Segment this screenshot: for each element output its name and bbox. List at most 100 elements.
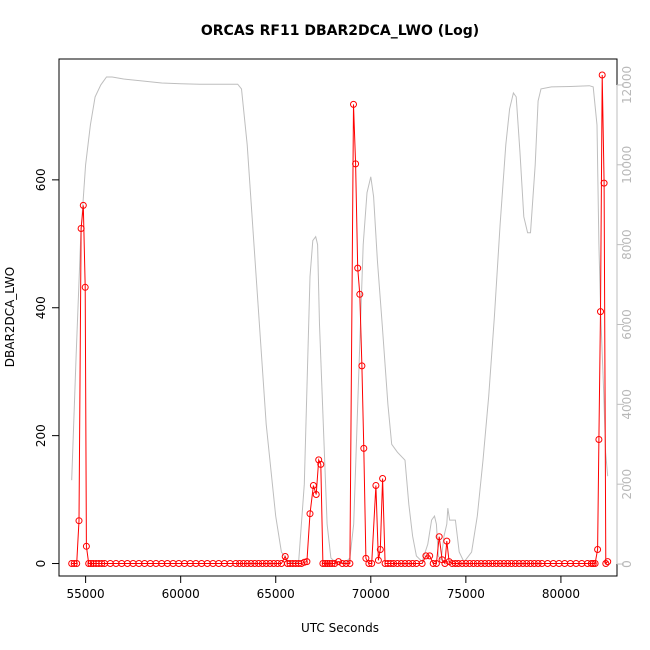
data-point — [397, 560, 405, 567]
data-point — [458, 560, 466, 567]
data-point — [274, 560, 282, 567]
data-point — [489, 560, 496, 567]
data-point — [328, 560, 336, 567]
secondary-y-tick-label: 6000 — [620, 309, 634, 340]
data-point — [70, 560, 78, 567]
data-point — [266, 560, 274, 567]
data-point — [534, 560, 542, 567]
data-point — [236, 560, 244, 567]
data-point — [85, 560, 93, 567]
data-point — [368, 560, 376, 567]
data-point — [598, 71, 606, 79]
x-tick-label: 70000 — [352, 587, 390, 601]
x-tick-label: 75000 — [447, 587, 485, 601]
data-point — [393, 560, 401, 567]
data-point — [75, 517, 83, 525]
data-point — [306, 510, 314, 518]
data-point — [258, 560, 266, 567]
data-point — [326, 560, 334, 567]
data-point — [309, 482, 317, 489]
data-point — [270, 560, 278, 567]
data-point — [589, 560, 597, 567]
data-point — [418, 560, 426, 567]
data-point — [462, 560, 470, 567]
data-point — [485, 560, 493, 567]
data-point — [376, 546, 384, 553]
data-point — [374, 556, 382, 564]
data-point — [352, 160, 360, 168]
secondary-y-tick-label: 0 — [620, 560, 634, 568]
data-point — [523, 560, 531, 567]
data-point — [323, 560, 331, 567]
data-point — [481, 560, 489, 567]
data-point — [319, 560, 327, 567]
data-point — [239, 560, 247, 567]
data-point — [600, 179, 608, 187]
data-point — [284, 560, 291, 567]
data-point — [530, 560, 538, 567]
y-tick-label: 600 — [34, 168, 48, 191]
data-point — [331, 560, 339, 567]
data-point — [350, 100, 357, 108]
data-point — [591, 560, 599, 567]
x-tick-label: 65000 — [257, 587, 295, 601]
data-point — [247, 560, 255, 567]
y-tick-label: 400 — [34, 296, 48, 319]
data-point — [602, 560, 610, 567]
data-point — [77, 225, 85, 232]
data-point — [527, 560, 534, 567]
data-point — [595, 436, 603, 443]
data-point — [315, 456, 323, 464]
x-tick-label: 55000 — [67, 587, 105, 601]
data-point — [73, 560, 81, 567]
data-point — [356, 290, 364, 298]
data-point — [360, 444, 368, 452]
data-point — [354, 264, 362, 272]
data-point — [409, 560, 417, 567]
data-point — [372, 482, 380, 489]
data-point — [387, 560, 395, 567]
data-point — [346, 560, 354, 567]
data-point — [362, 554, 370, 562]
data-point — [405, 560, 413, 567]
data-point — [401, 560, 409, 567]
series-line — [71, 74, 609, 565]
secondary-y-tick-label: 12000 — [620, 66, 634, 104]
secondary-y-axis: 0 2000 4000 6000 8000 10000 12000 — [616, 66, 634, 568]
data-point — [511, 560, 519, 567]
data-point — [492, 560, 500, 567]
data-point — [422, 552, 430, 560]
secondary-y-tick-label: 2000 — [620, 469, 634, 500]
plot-area-frame — [58, 58, 618, 577]
data-point — [243, 560, 251, 567]
data-point — [338, 560, 346, 567]
data-point — [358, 362, 366, 370]
y-axis: 0 200 400 600 — [34, 168, 60, 568]
data-point — [303, 558, 311, 566]
data-point — [466, 560, 474, 567]
y-tick-label: 0 — [34, 560, 48, 568]
data-point — [251, 560, 259, 567]
data-point — [597, 308, 604, 316]
x-tick-label: 80000 — [542, 587, 580, 601]
data-point — [500, 560, 508, 567]
x-axis: 55000 60000 65000 70000 75000 80000 — [67, 575, 580, 601]
data-point — [81, 283, 89, 291]
secondary-y-tick-label: 10000 — [620, 146, 634, 184]
data-point — [321, 560, 329, 567]
data-point — [435, 533, 443, 541]
data-point — [496, 560, 504, 567]
data-point — [68, 560, 76, 567]
data-point — [317, 460, 325, 468]
data-point — [587, 560, 595, 567]
data-point — [98, 560, 106, 567]
data-point — [390, 560, 398, 567]
data-point — [519, 560, 527, 567]
chart-title: ORCAS RF11 DBAR2DCA_LWO (Log) — [201, 23, 479, 39]
data-point — [365, 560, 373, 567]
data-point — [342, 560, 350, 567]
data-point — [441, 560, 449, 567]
series-layer — [68, 71, 612, 567]
data-point — [87, 560, 95, 567]
y-tick-label: 200 — [34, 424, 48, 447]
